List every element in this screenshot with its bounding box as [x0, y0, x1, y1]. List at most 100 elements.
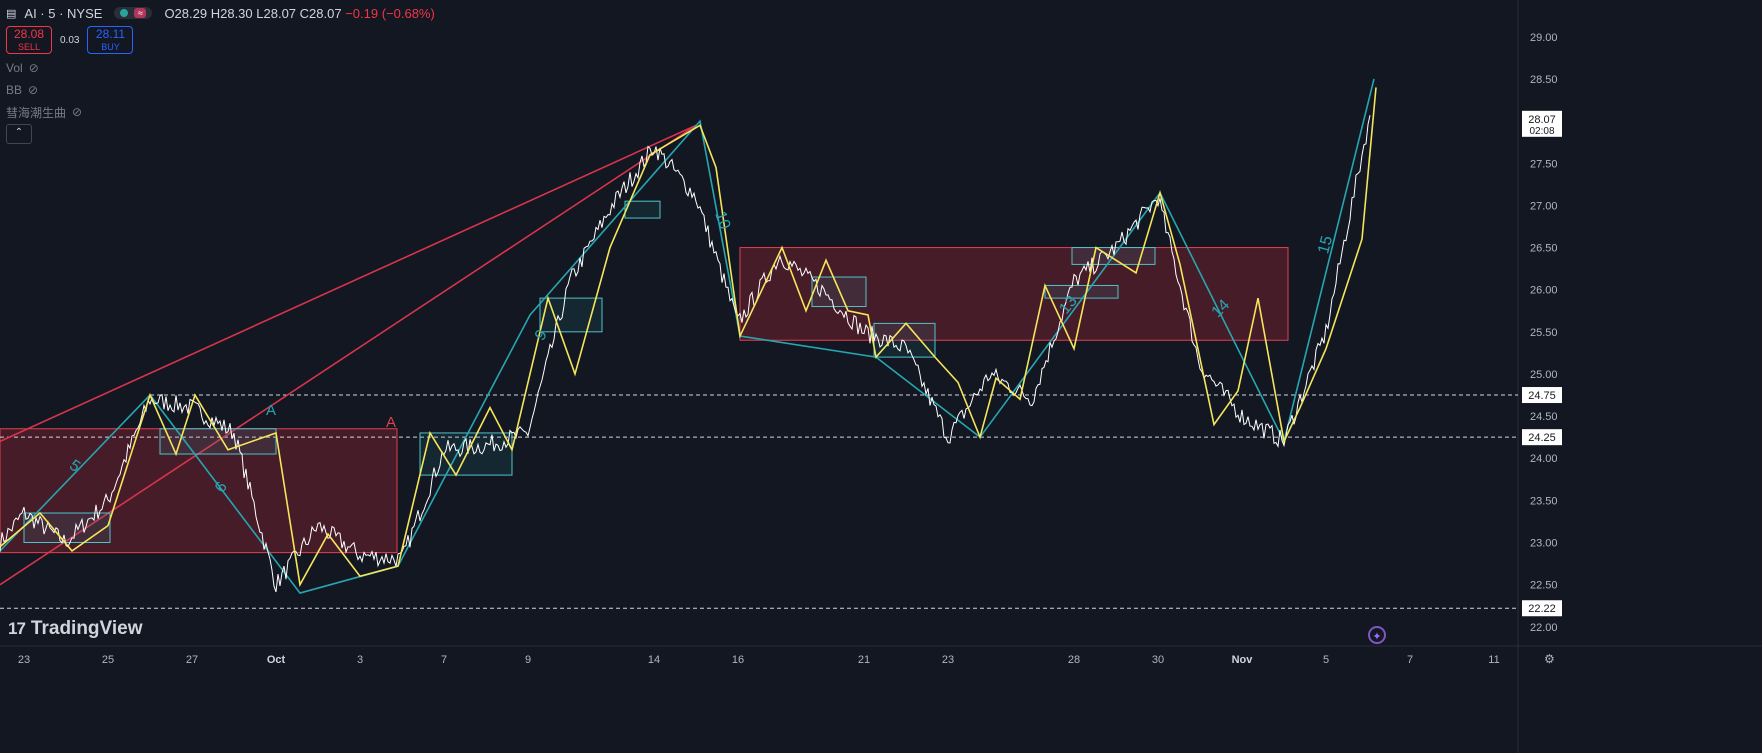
sell-button[interactable]: 28.08 SELL [6, 26, 52, 54]
x-tick-label: 7 [1407, 654, 1413, 666]
ohlc-close: C28.07 [299, 5, 342, 21]
symbol-title[interactable]: AI · 5 · NYSE [24, 5, 103, 21]
time-axis[interactable]: 23 25 27 Oct 3 7 9 14 16 21 23 28 30 Nov 5 7 11 [18, 654, 1500, 666]
consolidation-boxes [23, 200, 1156, 544]
x-tick-label: 16 [732, 654, 744, 666]
ohlc-readout: O28.29 H28.30 L28.07 C28.07 −0.19 (−0.68… [164, 6, 434, 21]
x-tick-label: 21 [858, 654, 870, 666]
legend-menu-icon[interactable]: ▤ [6, 7, 17, 20]
level-price-badge [1522, 429, 1562, 446]
consolidation-box [1044, 284, 1119, 299]
consolidation-box [624, 200, 661, 219]
eye-hidden-icon[interactable]: ⊘ [72, 105, 83, 119]
wave-number-label: 10 [711, 209, 733, 232]
tradingview-logo-text: TradingView [30, 618, 143, 639]
y-tick-label: 24.00 [1530, 453, 1558, 465]
trend-line [0, 124, 697, 586]
level-price-label: 24.75 [1528, 390, 1556, 402]
indicator-custom-label: 彗海潮生曲 [6, 105, 67, 120]
wave-number-label: 15 [1315, 234, 1336, 256]
x-tick-label: 27 [186, 654, 198, 666]
indicator-wave-icon: ≈ [134, 8, 147, 18]
sparkle-icon[interactable]: ✦ [1368, 626, 1386, 644]
indicator-custom[interactable]: 彗海潮生曲 ⊘ [6, 104, 435, 120]
buy-price: 28.11 [95, 27, 126, 41]
zone-label-cyan: A [266, 402, 276, 419]
y-tick-label: 27.50 [1530, 158, 1558, 170]
x-tick-label: Oct [267, 654, 286, 666]
level-price-badge [1522, 387, 1562, 404]
legend-panel: ▤ AI · 5 · NYSE ≈ O28.29 H28.30 L28.07 C… [6, 4, 435, 144]
y-tick-label: 26.50 [1530, 243, 1558, 255]
eye-hidden-icon[interactable]: ⊘ [28, 83, 39, 97]
spread-value: 0.03 [60, 34, 80, 46]
level-price-label: 24.25 [1528, 432, 1556, 444]
y-tick-label: 26.00 [1530, 285, 1558, 297]
y-tick-label: 25.00 [1530, 369, 1558, 381]
price-line [0, 115, 1371, 593]
tradingview-logo[interactable]: 17 TradingView [8, 618, 143, 640]
level-price-label: 22.22 [1528, 603, 1556, 615]
indicator-bb-label: BB [6, 83, 23, 97]
current-price-label: 28.07 [1528, 114, 1556, 126]
symbol-row: ▤ AI · 5 · NYSE ≈ O28.29 H28.30 L28.07 C… [6, 4, 435, 22]
levels-layer [0, 394, 1518, 609]
y-tick-label: 25.50 [1530, 327, 1558, 339]
trend-line [0, 124, 697, 443]
tradingview-logo-icon: 17 [8, 619, 26, 638]
zigzag-line [0, 87, 1377, 588]
gear-icon[interactable]: ⚙ [1544, 652, 1555, 666]
wave-lines-layer [0, 78, 1375, 594]
y-tick-label: 22.00 [1530, 622, 1558, 634]
x-tick-label: 30 [1152, 654, 1164, 666]
ohlc-open: O28.29 [164, 5, 208, 21]
x-tick-label: 23 [942, 654, 954, 666]
supply-demand-zone [739, 247, 1289, 341]
y-tick-label: 28.50 [1530, 74, 1558, 86]
wave-line [0, 78, 1375, 594]
y-tick-label: 24.50 [1530, 411, 1558, 423]
ohlc-low: L28.07 [256, 5, 297, 21]
x-tick-label: 11 [1488, 654, 1499, 666]
indicator-vol[interactable]: Vol ⊘ [6, 60, 435, 76]
sell-label: SELL [17, 42, 41, 52]
level-price-badge [1522, 600, 1562, 617]
trendlines-layer [0, 124, 697, 586]
x-tick-label: 23 [18, 654, 30, 666]
zone-label-red: A [386, 414, 396, 431]
price-axis[interactable]: 29.0028.5028.0027.5027.0026.5026.0025.50… [1522, 32, 1562, 634]
indicator-vol-label: Vol [6, 61, 23, 75]
consolidation-box [873, 322, 936, 358]
y-tick-label: 27.00 [1530, 200, 1558, 212]
x-tick-label: 9 [525, 654, 531, 666]
eye-hidden-icon[interactable]: ⊘ [28, 61, 39, 75]
zones-layer [0, 247, 1289, 554]
market-open-icon [120, 9, 129, 17]
x-tick-label: 5 [1323, 654, 1329, 666]
y-tick-label: 23.50 [1530, 495, 1558, 507]
x-tick-label: 3 [357, 654, 363, 666]
sell-price: 28.08 [13, 27, 45, 41]
status-pill[interactable]: ≈ [114, 7, 153, 19]
y-tick-label: 23.00 [1530, 538, 1558, 550]
x-tick-label: Nov [1232, 654, 1254, 666]
ohlc-high: H28.30 [210, 5, 253, 21]
countdown-label: 02:08 [1529, 126, 1554, 137]
price-series-layer [0, 115, 1371, 593]
x-tick-label: 28 [1068, 654, 1080, 666]
collapse-legend-button[interactable]: ⌃ [6, 124, 32, 144]
ohlc-change: −0.19 (−0.68%) [345, 5, 435, 21]
current-price-badge [1522, 110, 1562, 137]
x-tick-label: 7 [441, 654, 447, 666]
buy-label: BUY [101, 42, 120, 52]
consolidation-box [23, 512, 111, 544]
zigzag-layer [0, 87, 1377, 588]
indicator-bb[interactable]: BB ⊘ [6, 82, 435, 98]
trade-buttons: 28.08 SELL 0.03 28.11 BUY [6, 26, 435, 54]
x-tick-label: 25 [102, 654, 114, 666]
x-tick-label: 14 [648, 654, 660, 666]
buy-button[interactable]: 28.11 BUY [87, 26, 134, 54]
y-tick-label: 29.00 [1530, 32, 1558, 44]
